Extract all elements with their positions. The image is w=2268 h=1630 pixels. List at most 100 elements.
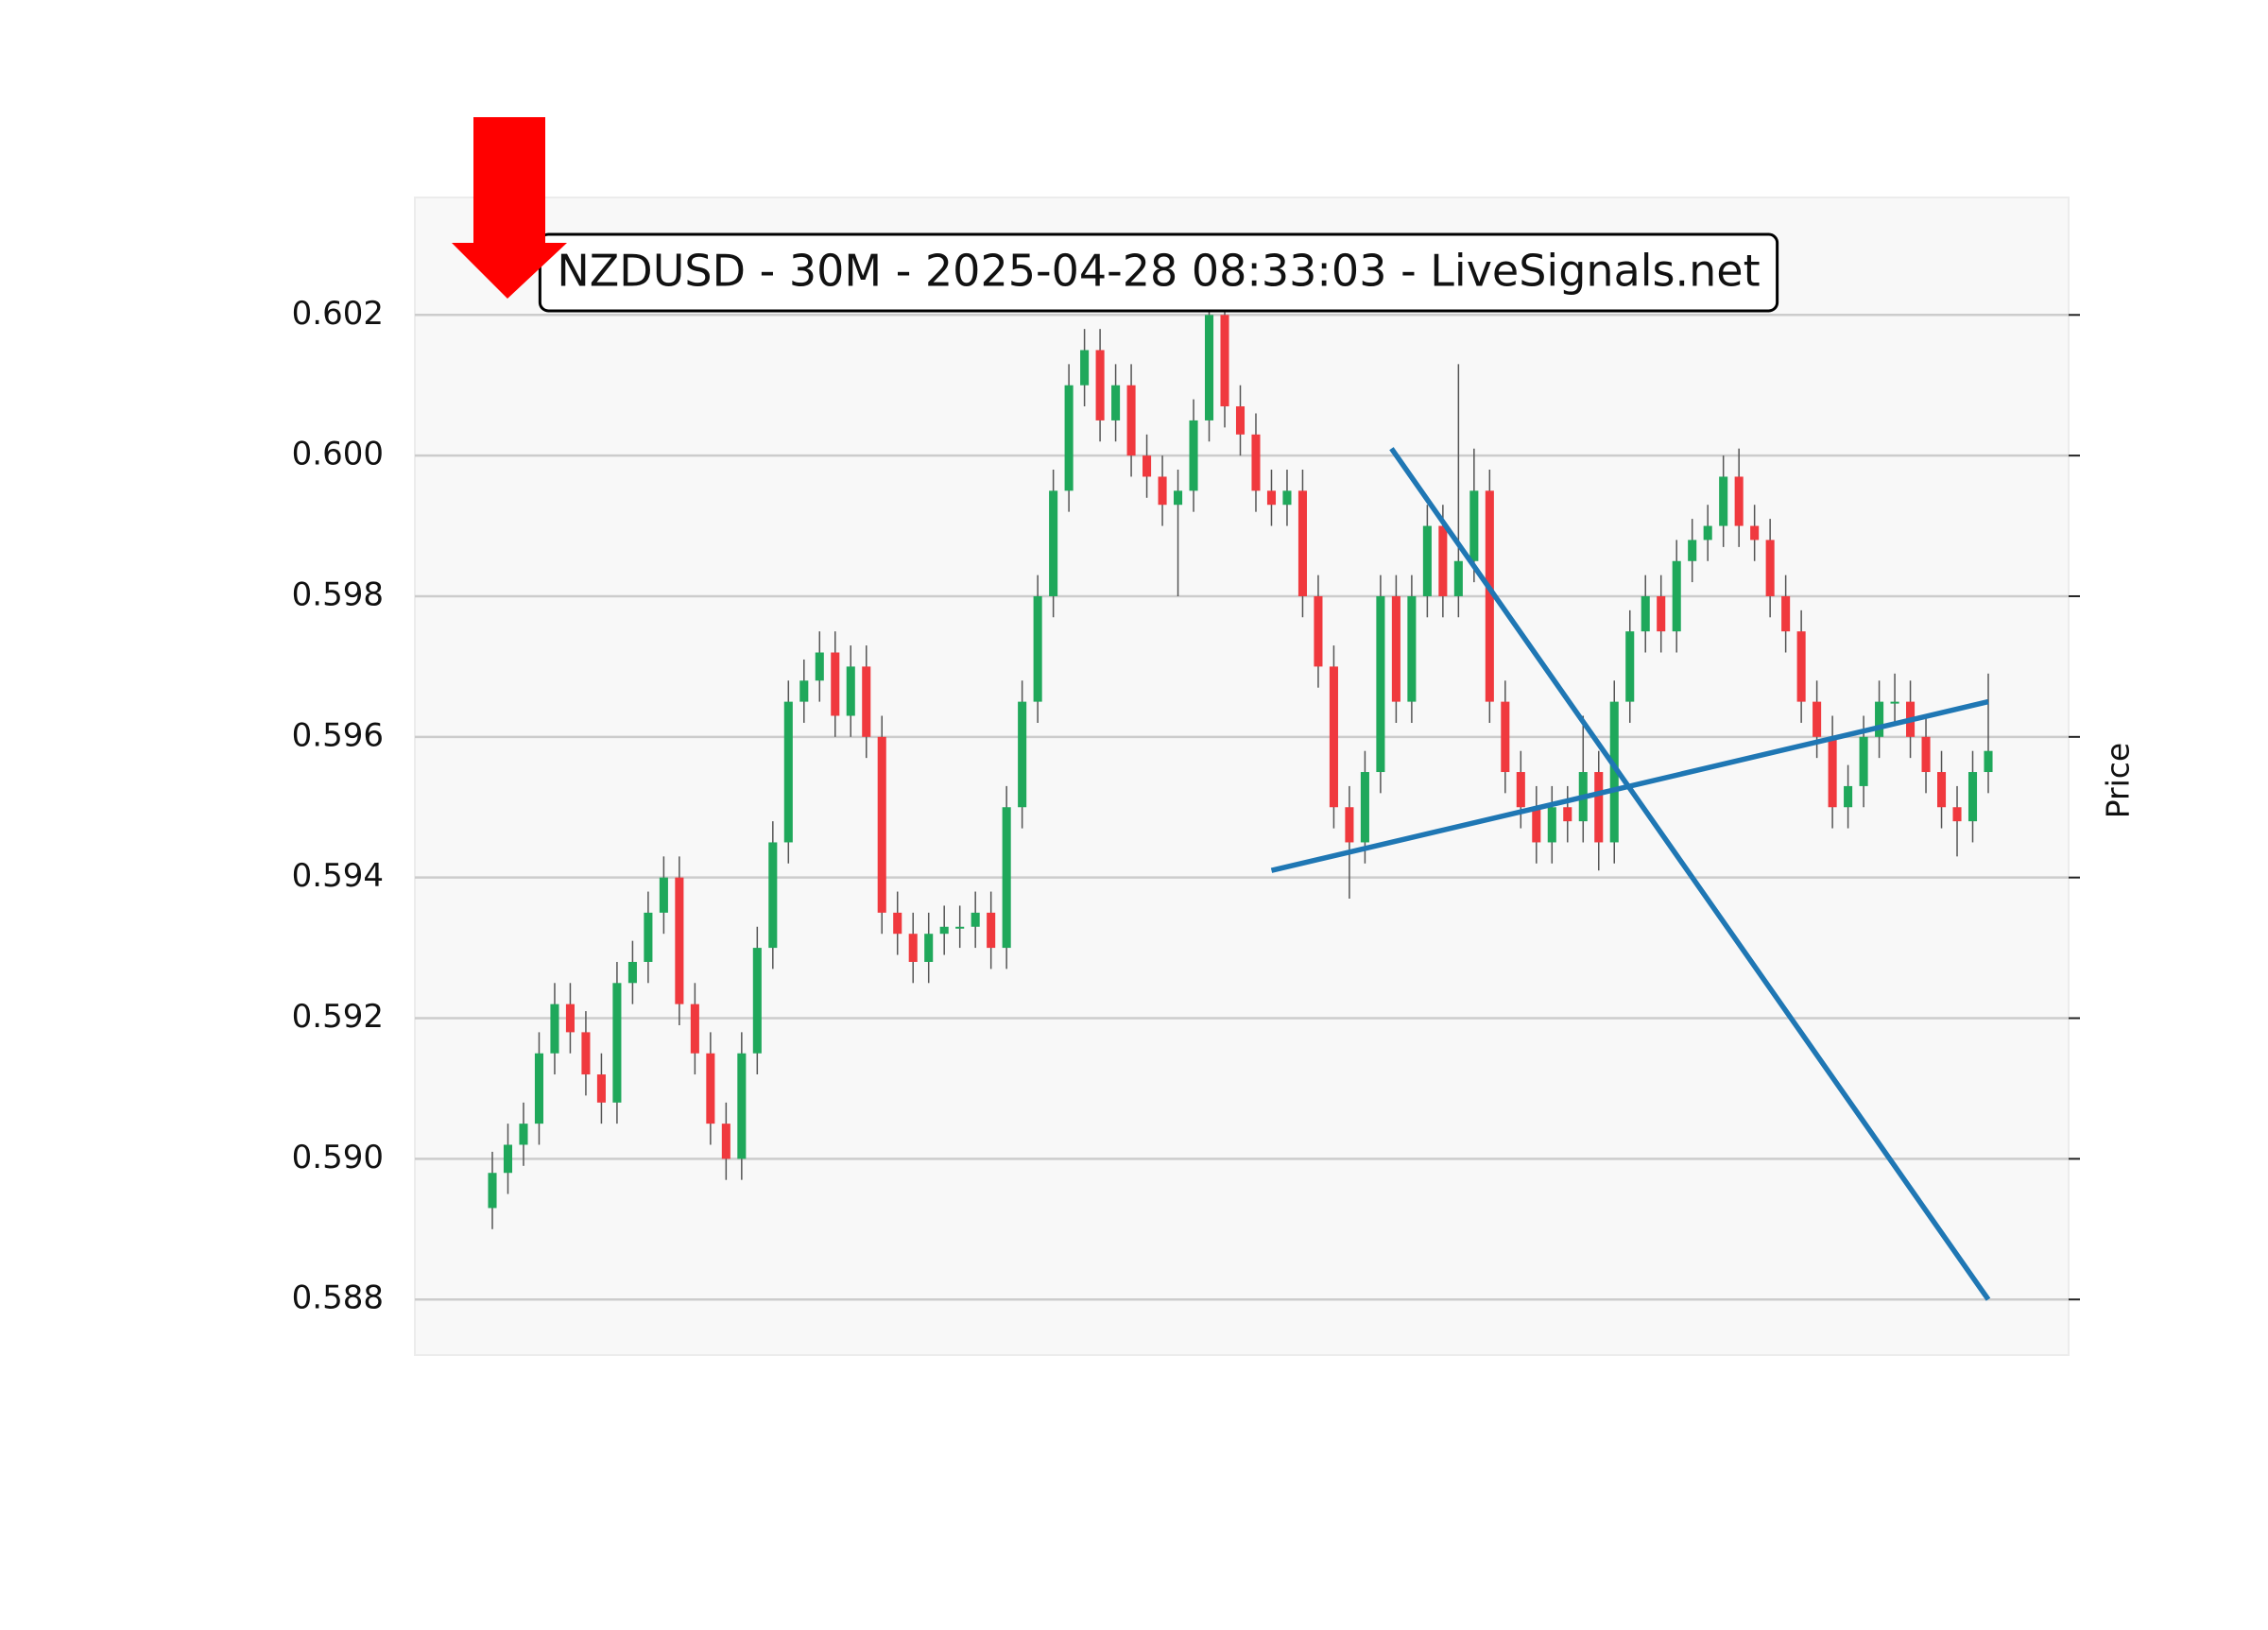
candle-body: [1158, 476, 1167, 506]
candle-body: [893, 912, 902, 935]
candle-body: [1126, 385, 1136, 456]
candle-body: [1921, 736, 1931, 773]
candle-body: [1204, 315, 1214, 420]
candle-body: [1796, 631, 1806, 702]
candle-body: [1890, 701, 1899, 704]
candle-body: [503, 1144, 513, 1174]
candle-body: [1282, 490, 1292, 506]
y-tick-label: 0.596: [292, 716, 384, 754]
grid: [415, 314, 2069, 1301]
candle-body: [1064, 385, 1074, 491]
y-tick-label: 0.594: [292, 857, 384, 895]
trend-line: [1389, 447, 1991, 1301]
candle-body: [752, 948, 762, 1054]
candle-body: [1765, 540, 1775, 596]
candle-body: [488, 1173, 497, 1209]
candle-body: [565, 1004, 575, 1033]
y-tick-label: 0.598: [292, 575, 384, 613]
candle-body: [877, 736, 886, 913]
candle-body: [1485, 490, 1494, 702]
candle-body: [1095, 350, 1105, 420]
candle-body: [1453, 560, 1463, 596]
candle-body: [1516, 772, 1525, 808]
candle-body: [534, 1053, 544, 1124]
trend-line: [1270, 698, 1989, 873]
candle-body: [908, 934, 918, 962]
candle-body: [846, 666, 855, 716]
candle-body: [612, 983, 622, 1103]
candle-body: [955, 926, 965, 929]
candle-body: [1314, 595, 1323, 667]
candle-body: [1002, 807, 1011, 949]
candle-body: [519, 1124, 528, 1145]
candle-body: [1189, 420, 1198, 491]
candle-body: [1329, 666, 1338, 808]
candle-body: [1641, 595, 1650, 632]
candle-body: [1501, 701, 1510, 773]
candle-body: [1563, 807, 1572, 822]
y-tick-label: 0.602: [292, 295, 384, 333]
y-tick-label: 0.592: [292, 998, 384, 1036]
candle-body: [987, 912, 996, 949]
y-axis: 0.588 0.590 0.592 0.594 0.596 0.598 0.600 0.602: [292, 295, 2080, 1317]
y-tick-label: 0.590: [292, 1139, 384, 1176]
sell-arrow: [452, 117, 567, 299]
candle-body: [1672, 560, 1681, 632]
candle-body: [1547, 807, 1556, 843]
candle-body: [1251, 434, 1261, 491]
arrow-head: [452, 243, 567, 299]
title-box: [538, 232, 1779, 313]
candle-body: [1469, 490, 1479, 561]
candle-body: [1844, 785, 1853, 808]
candle-body: [862, 666, 871, 737]
candle-body: [1859, 736, 1868, 786]
candle-body: [1080, 350, 1090, 386]
candle-body: [1033, 595, 1042, 702]
candle-body: [737, 1053, 747, 1159]
candle-body: [1220, 315, 1229, 407]
candles: [488, 293, 1993, 1229]
candle-body: [831, 652, 840, 716]
candle-body: [1235, 406, 1246, 435]
candle-body: [1828, 736, 1837, 808]
candle-body: [1967, 772, 1978, 822]
candle-body: [1360, 772, 1369, 843]
candle-body: [1657, 595, 1666, 632]
candle-body: [1609, 701, 1619, 843]
candle-body: [924, 934, 934, 962]
chart-title: NZDUSD - 30M - 2025-04-28 08:33:03 - Liv…: [557, 246, 1760, 297]
candle-body: [1936, 772, 1947, 808]
candle-body: [1532, 807, 1541, 843]
candle-body: [1376, 595, 1385, 773]
candle-body: [1688, 540, 1697, 561]
candle-body: [1143, 455, 1152, 477]
candle-body: [1719, 476, 1728, 526]
y-axis-label: Price: [2100, 743, 2137, 819]
candle-body: [1174, 490, 1183, 506]
candle-body: [1734, 476, 1744, 526]
candle-body: [644, 912, 653, 962]
candle-body: [1407, 595, 1417, 702]
candle-body: [1049, 490, 1058, 596]
candle-body: [596, 1074, 606, 1103]
y-tick-label: 0.600: [292, 436, 384, 473]
candle-body: [1391, 595, 1400, 702]
candle-body: [783, 701, 793, 843]
candle-body: [1875, 701, 1884, 737]
candle-body: [1111, 385, 1121, 420]
candle-body: [971, 912, 980, 927]
candle-body: [1781, 595, 1791, 632]
candle-body: [799, 680, 809, 702]
candle-body: [627, 961, 637, 984]
candle-body: [1952, 807, 1962, 822]
trend-lines: [1270, 447, 1991, 1301]
candle-body: [1422, 525, 1432, 596]
candle-body: [1297, 490, 1307, 596]
candle-body: [581, 1032, 591, 1075]
candle-body: [1750, 525, 1760, 540]
candle-body: [675, 877, 684, 1004]
candle-body: [706, 1053, 715, 1124]
candle-body: [1594, 772, 1604, 843]
candle-body: [1266, 490, 1277, 506]
